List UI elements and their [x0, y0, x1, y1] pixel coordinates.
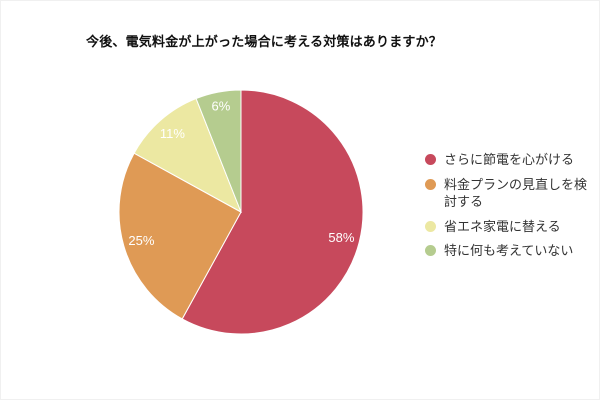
- legend-item: 料金プランの見直しを検討する: [425, 176, 595, 211]
- legend-item: 省エネ家電に替える: [425, 218, 595, 236]
- pie-slice: [195, 89, 242, 213]
- pie-slice: [133, 97, 242, 214]
- chart-title: 今後、電気料金が上がった場合に考える対策はありますか？: [86, 34, 443, 49]
- slice-percentage-label: 58%: [328, 230, 354, 245]
- legend-label: 料金プランの見直しを検討する: [444, 176, 588, 210]
- legend-label: さらに節電を心がける: [444, 152, 575, 167]
- legend-item: 特に何も考えていない: [425, 242, 595, 260]
- legend-item: さらに節電を心がける: [425, 151, 595, 169]
- slice-percentage-label: 25%: [128, 233, 154, 248]
- slice-percentage-label: 6%: [211, 99, 230, 114]
- pie-chart: 58% 25% 11% 6%: [118, 89, 364, 335]
- chart-legend: さらに節電を心がける料金プランの見直しを検討する省エネ家電に替える 特に何も考えて…: [425, 151, 595, 267]
- legend-swatch: [425, 178, 436, 190]
- pie-slice: [181, 89, 364, 335]
- legend-swatch: [425, 154, 436, 165]
- pie-slice: [118, 152, 242, 320]
- legend-label: 省エネ家電に替える: [444, 218, 561, 234]
- legend-swatch: [425, 220, 436, 232]
- legend-swatch: [425, 245, 436, 257]
- legend-label: 特に何も考えていない: [444, 243, 574, 259]
- slice-percentage-label: 11%: [160, 126, 185, 141]
